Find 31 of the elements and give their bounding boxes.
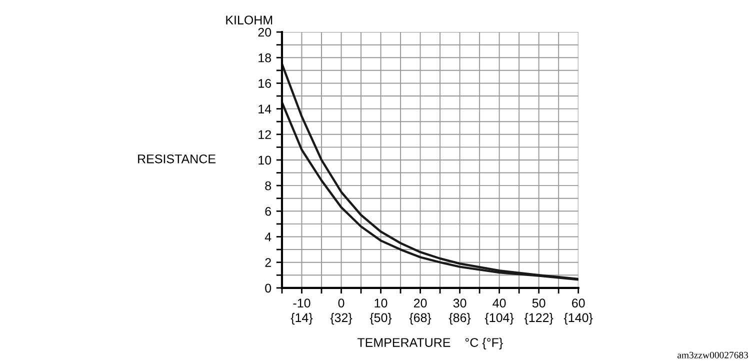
x-tick-label: -10 <box>293 298 310 308</box>
y-tick-label: 14 <box>258 104 272 114</box>
x2-tick-label: {140} <box>564 312 593 325</box>
x2-tick-label: {50} <box>370 312 392 325</box>
x2-tick-label: {14} <box>290 312 313 325</box>
x-tick-label: 40 <box>492 298 506 308</box>
text: am3zzw00027683 <box>678 352 748 358</box>
x2-tick-label: {68} <box>409 312 432 325</box>
y-tick-label: 16 <box>258 79 272 88</box>
y-tick-label: 18 <box>258 53 272 62</box>
x2-tick-label: {32} <box>330 312 352 325</box>
y-tick-label: 8 <box>265 181 272 190</box>
x-tick-label: 20 <box>414 298 427 308</box>
y-tick-label: 12 <box>258 130 271 139</box>
y-tick-label: 2 <box>265 258 271 267</box>
x-tick-label: 10 <box>374 298 388 308</box>
x-tick-label: 30 <box>453 298 466 308</box>
y-axis-title: RESISTANCE <box>138 154 216 164</box>
x-tick-label: 60 <box>572 298 585 308</box>
y-tick-label: 4 <box>264 232 272 242</box>
y-tick-label: 20 <box>258 28 272 37</box>
x2-tick-label: {104} <box>484 312 514 325</box>
x2-tick-label: {86} <box>448 312 471 325</box>
x-tick-label: 50 <box>532 298 546 308</box>
x-tick-label: 0 <box>338 298 344 308</box>
y-tick-label: 6 <box>265 206 272 216</box>
text: KILOHM <box>226 16 272 24</box>
y-tick-label: 10 <box>258 156 272 165</box>
y-tick-label: 0 <box>265 284 272 293</box>
x-axis-title: TEMPERATURE °C {°F} <box>357 338 503 350</box>
x2-tick-label: {122} <box>524 312 554 325</box>
